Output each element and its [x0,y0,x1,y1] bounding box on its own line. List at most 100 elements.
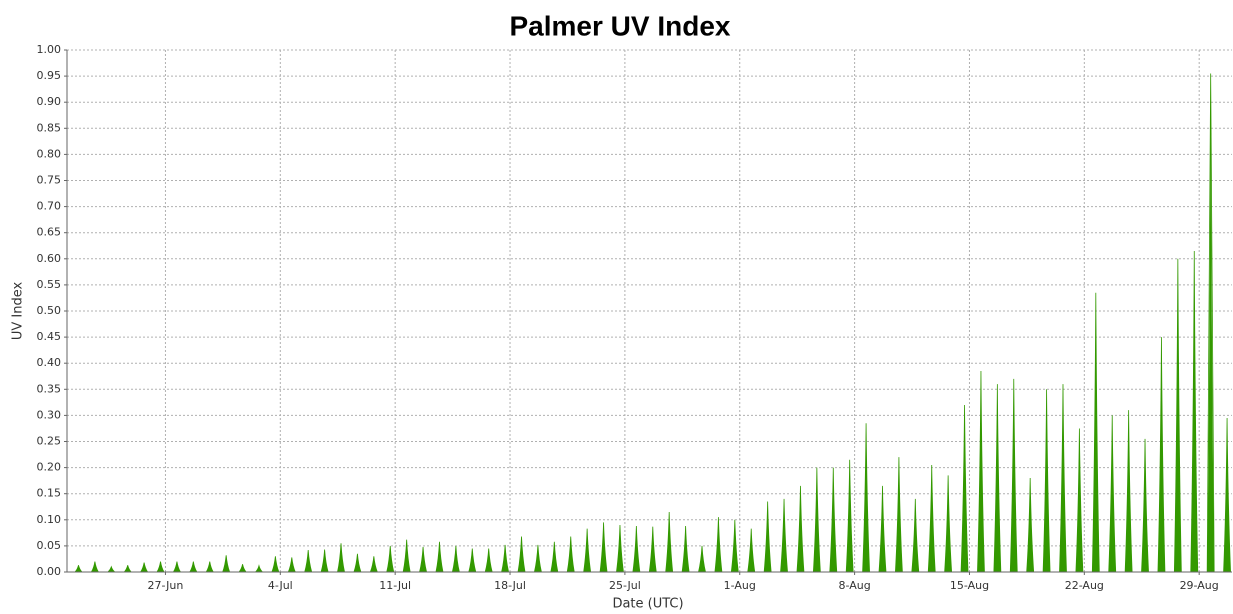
x-tick-label: 1-Aug [724,579,756,592]
uv-spike [714,517,723,573]
uv-spike [369,556,378,573]
x-tick-label: 15-Aug [950,579,989,592]
uv-spike [353,553,362,573]
uv-spike [993,384,1002,573]
uv-spike [550,541,559,573]
uv-spike [533,544,542,573]
uv-spike [320,549,329,573]
chart-title: Palmer UV Index [510,10,731,41]
uv-spike [894,457,903,573]
uv-spike [238,564,247,573]
y-tick-label: 0.75 [37,174,62,187]
uv-spike [845,459,854,573]
uv-spike [337,543,346,573]
uv-spike [927,464,936,573]
uv-spike [304,550,313,573]
uv-spike [780,498,788,573]
x-tick-label: 25-Jul [609,579,641,592]
uv-spike [862,423,871,573]
uv-spike [123,565,133,573]
y-tick-label: 0.95 [37,69,62,82]
uv-spike [1075,428,1084,573]
y-tick-label: 0.00 [37,565,62,578]
y-tick-label: 0.10 [37,513,62,526]
uv-spike [1223,418,1231,573]
uv-spike [681,526,690,573]
uv-spike [402,539,411,573]
y-tick-label: 0.70 [37,200,62,213]
uv-spike [1190,250,1199,573]
uv-spike [484,548,493,573]
y-tick-label: 0.80 [37,147,62,160]
x-axis-label: Date (UTC) [612,597,683,612]
uv-spike [1059,384,1067,573]
uv-spike [632,526,641,573]
uv-spike [205,561,214,573]
uv-spike [763,501,772,573]
y-tick-label: 0.20 [37,461,62,474]
uv-spike [665,511,674,573]
uv-spike [419,546,428,573]
uv-spike [566,536,575,573]
y-axis-label: UV Index [11,282,26,341]
uv-spike [583,528,592,573]
y-tick-label: 0.85 [37,121,62,134]
uv-spike [1108,415,1117,573]
uv-spike [1124,410,1133,573]
y-tick-label: 0.05 [37,539,62,552]
y-tick-label: 0.15 [37,487,62,500]
x-tick-label: 27-Jun [148,579,184,592]
uv-spike [1042,389,1051,573]
y-tick-label: 1.00 [37,43,62,56]
uv-spike [156,561,165,573]
uv-spike [451,545,460,573]
uv-spike [271,556,280,573]
y-tick-label: 0.55 [37,278,62,291]
uv-spike [1091,292,1100,573]
y-tick-label: 0.50 [37,304,62,317]
uv-spike [139,562,149,573]
y-tick-label: 0.45 [37,330,62,343]
uv-spike [796,485,805,573]
uv-spike [1157,337,1166,573]
x-tick-label: 29-Aug [1180,579,1219,592]
uv-spike [1026,478,1035,573]
y-tick-label: 0.90 [37,95,62,108]
uv-spike [501,544,510,573]
x-tick-label: 18-Jul [494,579,526,592]
uv-spike [878,485,887,573]
uv-spike [106,565,116,573]
uv-spike [599,522,608,573]
uv-spike [1173,258,1182,573]
uv-spike [222,555,231,573]
y-tick-label: 0.40 [37,356,62,369]
uv-spike [172,561,182,573]
uv-spike [944,475,953,573]
uv-spike [697,545,707,573]
y-tick-label: 0.30 [37,408,62,421]
x-tick-label: 11-Jul [379,579,411,592]
uv-spike [911,498,920,573]
uv-spike [977,371,985,573]
y-tick-label: 0.25 [37,435,62,448]
y-tick-label: 0.60 [37,252,62,265]
uv-spike [468,548,477,573]
x-tick-label: 4-Jul [268,579,293,592]
uv-spike [517,536,526,573]
uv-spike [829,467,838,573]
uv-spike [1141,438,1149,573]
uv-spike [287,557,296,573]
uv-spike [730,519,739,573]
uv-spike [435,541,444,573]
uv-spike [616,525,624,573]
uv-spike [1009,378,1018,573]
y-tick-label: 0.35 [37,382,62,395]
uv-spike [254,564,264,573]
uv-spike [960,404,969,573]
x-tick-label: 22-Aug [1065,579,1104,592]
uv-spike [812,467,821,573]
uv-spike [747,528,756,573]
uv-spike [189,561,198,573]
x-tick-label: 8-Aug [838,579,870,592]
